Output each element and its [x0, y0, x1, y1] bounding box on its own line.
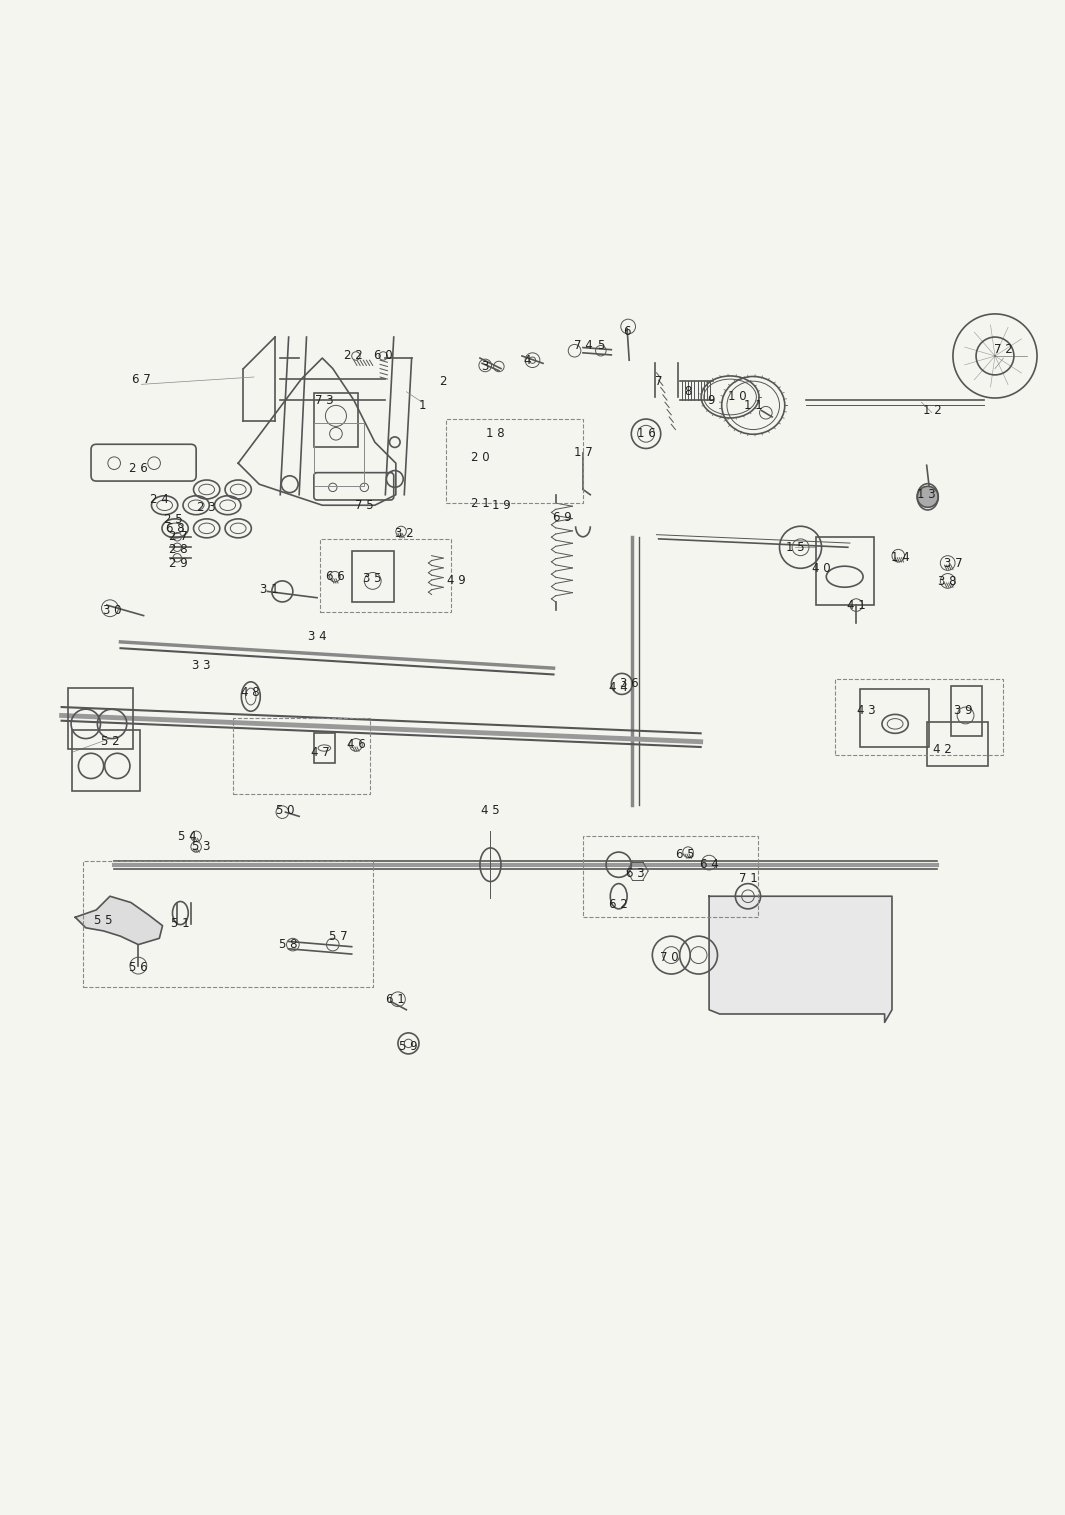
Bar	[835, 679, 1003, 756]
Text: 1 6: 1 6	[637, 427, 655, 441]
Text: 3 2: 3 2	[395, 527, 413, 541]
Text: 4 2: 4 2	[933, 742, 952, 756]
Text: 6 2: 6 2	[609, 898, 628, 911]
Text: 1 5: 1 5	[786, 541, 804, 554]
Text: 7 3: 7 3	[315, 394, 333, 406]
Text: 2 9: 2 9	[169, 556, 187, 570]
Text: 5: 5	[597, 339, 605, 351]
Text: 3 8: 3 8	[938, 576, 957, 588]
Bar	[583, 836, 758, 917]
Text: 3 6: 3 6	[620, 677, 639, 691]
Bar	[351, 551, 394, 601]
Text: 7 4: 7 4	[574, 339, 592, 351]
Text: 5 6: 5 6	[129, 961, 148, 974]
Text: 5 8: 5 8	[279, 938, 298, 951]
Text: 4 6: 4 6	[346, 738, 365, 751]
Text: 1: 1	[419, 398, 426, 412]
Bar	[816, 536, 874, 604]
Text: 7 1: 7 1	[739, 871, 757, 885]
Text: 3 7: 3 7	[944, 556, 963, 570]
Text: 4 5: 4 5	[481, 803, 499, 817]
Text: 2 2: 2 2	[344, 350, 363, 362]
Text: 6 6: 6 6	[326, 570, 344, 583]
Text: 3 3: 3 3	[192, 659, 211, 671]
Text: 4 8: 4 8	[242, 686, 260, 698]
Text: 7 0: 7 0	[660, 951, 678, 964]
Text: 1 7: 1 7	[574, 447, 592, 459]
Text: 2: 2	[440, 374, 447, 388]
Text: 3 0: 3 0	[103, 604, 121, 617]
Text: 9: 9	[707, 394, 715, 406]
Text: 8: 8	[685, 385, 692, 398]
Bar	[72, 730, 141, 791]
Text: 2 0: 2 0	[471, 451, 489, 465]
Bar	[83, 861, 373, 986]
Text: 2 8: 2 8	[169, 542, 187, 556]
Text: 6 3: 6 3	[626, 867, 644, 880]
Text: 2 5: 2 5	[164, 514, 182, 526]
Text: 5 5: 5 5	[95, 914, 113, 927]
Text: 6 4: 6 4	[700, 857, 719, 871]
Bar	[927, 721, 987, 767]
Text: 5 2: 5 2	[100, 735, 119, 748]
Text: 5 0: 5 0	[276, 803, 295, 817]
Text: 4 3: 4 3	[857, 703, 876, 717]
Text: 1 2: 1 2	[922, 405, 941, 417]
Text: 4 4: 4 4	[609, 680, 628, 694]
Bar	[68, 688, 133, 748]
Text: 4 0: 4 0	[813, 562, 831, 574]
Bar	[861, 689, 929, 747]
Text: 5 4: 5 4	[179, 830, 197, 842]
Text: 5 9: 5 9	[399, 1041, 417, 1053]
Bar	[321, 539, 450, 612]
Text: 6 0: 6 0	[374, 350, 393, 362]
Text: 2 6: 2 6	[129, 462, 148, 474]
Text: 5 1: 5 1	[171, 917, 190, 930]
Text: 7 5: 7 5	[355, 498, 374, 512]
Bar	[951, 686, 982, 736]
Circle shape	[917, 486, 938, 508]
Text: 6 7: 6 7	[132, 373, 151, 386]
Bar	[314, 423, 364, 486]
Text: 7 2: 7 2	[994, 344, 1013, 356]
Text: 4 1: 4 1	[847, 598, 866, 612]
Text: 6 8: 6 8	[166, 521, 184, 535]
Text: 2 7: 2 7	[169, 530, 187, 544]
Bar	[233, 718, 370, 794]
Text: 1 9: 1 9	[492, 498, 510, 512]
Text: 1 8: 1 8	[487, 427, 505, 441]
Text: 1 3: 1 3	[917, 488, 936, 501]
Text: 6: 6	[623, 326, 630, 338]
Bar	[314, 733, 334, 762]
Text: 3 9: 3 9	[954, 703, 972, 717]
Text: 6 9: 6 9	[553, 512, 571, 524]
Text: 2 3: 2 3	[197, 501, 216, 514]
Text: 4: 4	[524, 353, 531, 367]
Text: 6 5: 6 5	[675, 848, 694, 861]
Text: 1 0: 1 0	[728, 391, 747, 403]
Text: 5 7: 5 7	[329, 930, 347, 942]
Text: 1 1: 1 1	[743, 398, 763, 412]
Text: 3 5: 3 5	[363, 573, 382, 585]
Text: 3: 3	[481, 361, 489, 373]
Text: 5 3: 5 3	[192, 841, 211, 853]
Text: 4 9: 4 9	[447, 574, 466, 588]
Text: 4 7: 4 7	[311, 745, 329, 759]
Text: 2 4: 2 4	[150, 494, 168, 506]
Bar	[446, 420, 583, 503]
Text: 3 1: 3 1	[261, 583, 279, 595]
Polygon shape	[76, 897, 163, 944]
Text: 3 4: 3 4	[308, 630, 326, 644]
Text: 6 1: 6 1	[387, 992, 405, 1006]
Text: 2 1: 2 1	[471, 497, 489, 509]
Polygon shape	[709, 897, 892, 1023]
Text: 1 4: 1 4	[891, 551, 910, 564]
Bar	[314, 392, 358, 447]
Text: 7: 7	[655, 374, 662, 388]
